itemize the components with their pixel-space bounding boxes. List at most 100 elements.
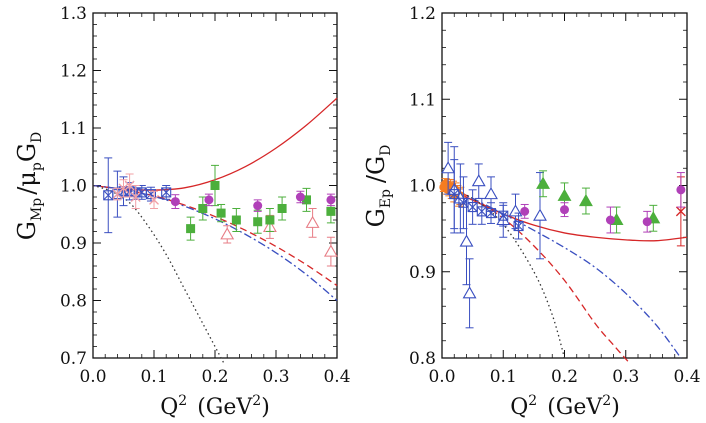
marker-open-triangle [484, 187, 498, 200]
data-point [676, 172, 686, 208]
marker-square [277, 204, 287, 213]
right-points [439, 141, 686, 329]
marker-xsquare [513, 220, 524, 232]
left-y-tick-labels: 0.7 0.8 0.9 1.0 1.1 1.2 1.3 [60, 4, 87, 369]
y-tick-label: 1.1 [409, 90, 436, 110]
left-panel: 0.7 0.8 0.9 1.0 1.1 1.2 1.3 0.0 0.1 0.2 0.3 0.4 GM… [13, 4, 351, 420]
marker-circle [170, 197, 180, 207]
marker-open-triangle [533, 208, 547, 221]
marker-open-triangle [471, 174, 486, 187]
data-point [220, 225, 235, 244]
marker-circle [605, 215, 615, 225]
left-y-axis-label: GMp/μpGD [13, 132, 45, 241]
right-y-tick-labels: 0.8 0.9 1.0 1.1 1.2 [409, 4, 436, 369]
data-point [204, 193, 214, 207]
data-point [476, 197, 487, 225]
data-point [161, 185, 172, 200]
marker-square [210, 181, 220, 190]
marker-xsquare-cross [486, 208, 496, 218]
marker-square [186, 224, 196, 234]
marker-triangle [578, 193, 593, 207]
data-point [103, 157, 114, 234]
marker-xsquare-cross [449, 189, 460, 200]
left-points [103, 157, 338, 267]
marker-circle [253, 201, 263, 211]
y-tick-label: 0.9 [60, 234, 87, 254]
marker-open-triangle [323, 244, 338, 257]
y-tick-label: 0.7 [60, 349, 87, 369]
marker-xsquare [449, 189, 460, 200]
data-point [605, 206, 615, 234]
marker-cross [130, 192, 141, 202]
data-point [459, 197, 474, 286]
marker-square [265, 215, 275, 225]
data-point [124, 173, 135, 198]
x-tick-label: 0.2 [551, 367, 578, 387]
marker-xsquare-cross [458, 197, 469, 208]
data-point [642, 210, 652, 233]
marker-circle [520, 206, 530, 216]
y-tick-label: 0.8 [60, 292, 87, 312]
left-ticks [92, 12, 338, 359]
data-point [277, 196, 287, 221]
data-point [295, 190, 305, 204]
marker-circle [642, 217, 652, 227]
data-point [186, 216, 196, 241]
marker-square [216, 208, 226, 218]
x-tick-label: 0.3 [612, 367, 639, 387]
marker-xsquare-cross [467, 202, 478, 212]
marker-square [231, 215, 241, 225]
right-ticks [441, 12, 688, 359]
marker-open-triangle [459, 234, 474, 247]
data-point [458, 176, 469, 230]
x-tick-label: 0.2 [201, 367, 228, 387]
marker-cross [149, 194, 159, 205]
data-point [253, 199, 263, 212]
data-point [302, 187, 311, 212]
marker-cross [124, 180, 135, 191]
marker-xsquare-cross [161, 187, 172, 198]
y-tick-label: 1.1 [60, 119, 87, 139]
data-point [462, 258, 477, 329]
marker-xsquare-cross [513, 221, 524, 231]
y-tick-label: 1.2 [60, 62, 87, 82]
x-tick-label: 0.1 [490, 367, 517, 387]
marker-open-triangle [508, 204, 523, 217]
data-point [149, 190, 159, 209]
data-point [130, 185, 141, 209]
x-tick-label: 0.1 [140, 367, 167, 387]
marker-circle [295, 192, 305, 202]
data-point [520, 203, 530, 219]
right-x-tick-labels: 0.0 0.1 0.2 0.3 0.4 [428, 367, 700, 387]
data-point [441, 141, 456, 195]
data-point [560, 202, 569, 218]
marker-xsquare-cross [136, 187, 147, 198]
data-point [467, 189, 478, 225]
right-panel: 0.8 0.9 1.0 1.1 1.2 0.0 0.1 0.2 0.3 0.4 GEp/GD Q… [362, 4, 701, 420]
marker-xsquare-cross [498, 210, 509, 221]
marker-square [253, 217, 263, 227]
y-tick-label: 1.0 [409, 177, 436, 197]
curve-dashdot [92, 184, 338, 301]
data-point [305, 208, 320, 238]
marker-cross [675, 206, 686, 217]
left-curves [92, 97, 338, 365]
data-point [216, 203, 226, 223]
y-tick-label: 0.9 [409, 263, 436, 283]
marker-triangle [536, 176, 551, 189]
right-y-axis-label: GEp/GD [362, 145, 394, 228]
marker-xsquare [161, 187, 172, 198]
x-tick-label: 0.3 [262, 367, 289, 387]
marker-circle [560, 205, 569, 215]
marker-xsquare [145, 189, 156, 200]
marker-circle [676, 185, 686, 195]
y-tick-label: 0.8 [409, 349, 436, 369]
data-point [253, 209, 263, 234]
marker-open-triangle [441, 161, 456, 174]
data-point [326, 193, 336, 207]
marker-xsquare [485, 208, 497, 219]
marker-cross [118, 183, 129, 194]
marker-triangle [557, 188, 572, 201]
marker-square [198, 204, 208, 213]
